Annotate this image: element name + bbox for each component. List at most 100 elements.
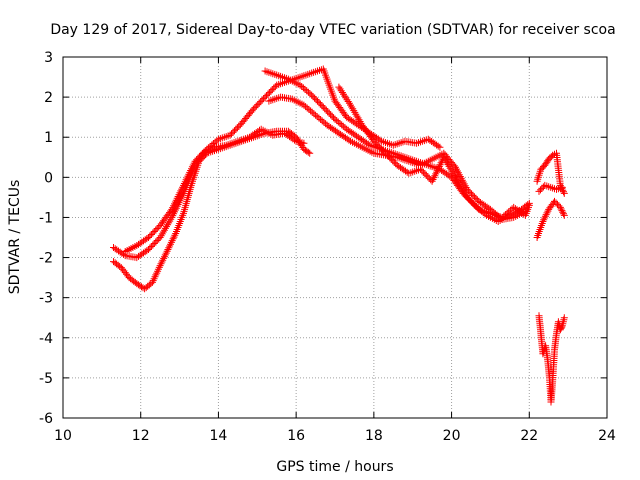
data-point	[197, 151, 205, 159]
data-point	[156, 262, 164, 270]
data-point	[249, 105, 257, 113]
data-point	[165, 219, 173, 227]
data-point	[387, 155, 395, 163]
data-point	[330, 114, 337, 122]
data-point	[386, 154, 394, 162]
data-point	[505, 208, 513, 216]
data-point	[161, 251, 169, 259]
data-point	[417, 165, 424, 173]
data-point	[338, 121, 346, 129]
data-point	[430, 174, 438, 182]
data-point	[146, 244, 154, 252]
data-point	[148, 278, 156, 286]
data-point	[456, 173, 464, 180]
data-point	[231, 127, 238, 135]
data-point	[304, 88, 312, 96]
data-point	[374, 142, 382, 150]
data-point	[152, 271, 160, 279]
data-point	[338, 89, 346, 96]
x-tick-label: 14	[210, 428, 228, 444]
data-point	[556, 203, 564, 211]
data-point	[469, 191, 477, 199]
data-point	[315, 114, 323, 122]
data-point	[418, 167, 426, 175]
data-point	[382, 149, 389, 157]
data-point	[364, 140, 372, 148]
data-point	[445, 162, 453, 170]
data-point	[334, 118, 342, 126]
data-point	[145, 246, 152, 253]
data-point	[343, 96, 351, 104]
data-point	[466, 188, 474, 196]
data-point	[157, 260, 165, 268]
data-point	[226, 131, 234, 139]
data-point	[351, 108, 359, 116]
data-point	[419, 168, 427, 176]
data-point	[552, 199, 560, 207]
data-point	[463, 193, 471, 201]
data-point	[470, 193, 478, 201]
x-tick-label: 16	[287, 428, 305, 444]
data-point	[264, 90, 272, 98]
data-point	[171, 231, 179, 239]
data-point	[328, 112, 336, 120]
data-point	[456, 181, 464, 189]
data-point	[437, 159, 445, 167]
data-point	[541, 214, 549, 222]
data-point	[308, 108, 316, 116]
data-point	[120, 250, 127, 258]
data-point	[470, 201, 478, 209]
data-point	[170, 202, 178, 210]
data-point	[211, 138, 219, 146]
data-point	[342, 94, 350, 102]
data-point	[161, 224, 169, 232]
data-point	[150, 228, 158, 235]
data-point	[444, 161, 452, 169]
data-point	[254, 101, 262, 109]
series-arc-f	[335, 83, 533, 221]
data-point	[559, 208, 567, 216]
data-point	[175, 191, 183, 199]
data-point	[449, 170, 457, 178]
y-tick-label: 3	[44, 50, 53, 66]
data-point	[472, 194, 480, 202]
data-point	[306, 149, 314, 157]
data-point	[321, 105, 329, 113]
data-point	[157, 232, 165, 240]
data-point	[340, 90, 347, 98]
data-point	[198, 150, 206, 158]
data-point	[185, 170, 193, 178]
data-point	[428, 177, 436, 185]
y-tick-label: -1	[39, 210, 53, 226]
data-point	[436, 143, 444, 151]
data-point	[325, 109, 333, 117]
data-point	[173, 194, 181, 202]
data-point	[440, 153, 448, 161]
data-point	[525, 201, 533, 209]
data-point	[160, 226, 168, 234]
data-point	[390, 158, 398, 166]
data-point	[167, 238, 175, 246]
data-point	[159, 228, 167, 236]
data-point	[422, 171, 430, 179]
data-point	[373, 140, 381, 148]
data-point	[459, 186, 467, 194]
data-point	[380, 148, 388, 156]
data-point	[305, 105, 313, 113]
data-point	[421, 170, 429, 178]
data-point	[466, 196, 474, 204]
data-point	[316, 100, 324, 108]
data-point	[147, 231, 155, 238]
y-tick-label: 2	[44, 90, 53, 106]
data-point	[169, 235, 177, 243]
data-point	[465, 187, 473, 195]
data-point	[263, 92, 270, 100]
data-point	[538, 184, 546, 192]
data-point	[168, 237, 176, 245]
data-point	[324, 108, 332, 116]
data-point	[168, 205, 176, 213]
data-point	[162, 249, 170, 257]
data-point	[163, 247, 171, 255]
data-point	[560, 189, 568, 197]
